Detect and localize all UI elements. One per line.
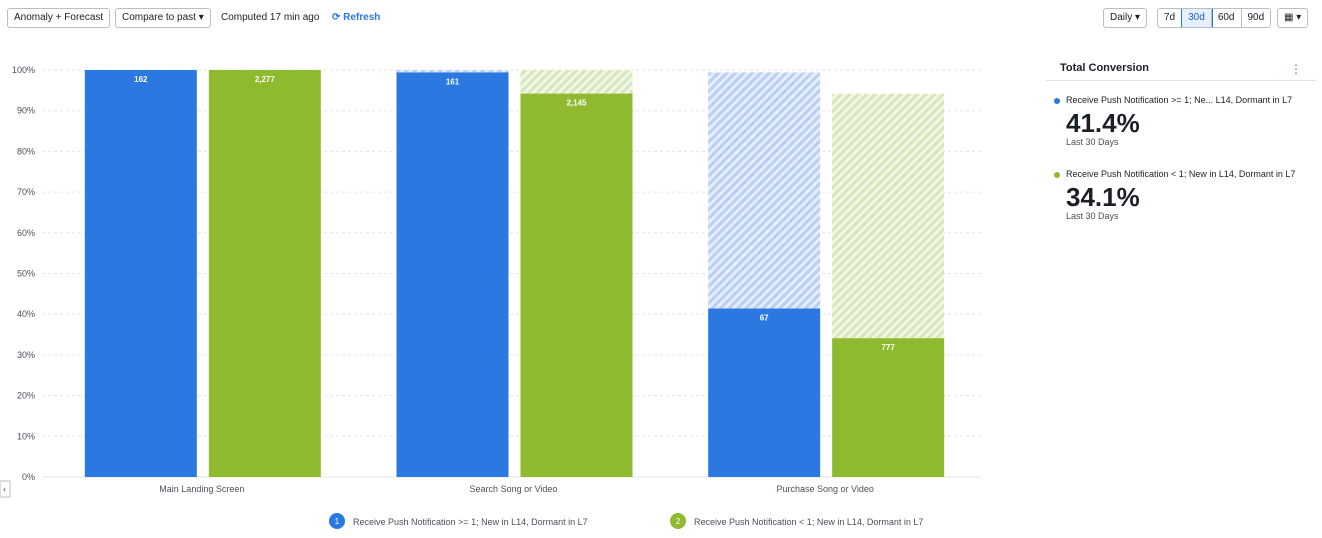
y-tick-label: 30% — [17, 350, 35, 360]
range-button[interactable]: 7d — [1158, 9, 1183, 27]
range-button[interactable]: 60d — [1212, 9, 1242, 27]
x-tick-label: Purchase Song or Video — [776, 484, 873, 494]
range-button[interactable]: 90d — [1247, 12, 1265, 23]
drop-off-bar — [708, 72, 821, 309]
drop-off-bar — [832, 93, 945, 339]
summary-label: Receive Push Notification >= 1; Ne... L1… — [1066, 95, 1293, 105]
x-tick-label: Main Landing Screen — [159, 484, 244, 494]
range-button[interactable]: 30d — [1181, 9, 1213, 27]
legend-dot — [1054, 98, 1060, 104]
summary-value: 41.4% — [1066, 108, 1140, 138]
legend-marker — [670, 513, 686, 529]
summary-period: Last 30 Days — [1066, 137, 1119, 147]
interval-label: Daily — [1110, 12, 1133, 23]
y-tick-label: 10% — [17, 431, 35, 441]
mode-button[interactable]: Anomaly + Forecast — [7, 8, 111, 28]
y-tick-label: 60% — [17, 228, 35, 238]
summary-title: Total Conversion — [1046, 56, 1316, 81]
y-tick-label: 90% — [17, 106, 35, 116]
refresh-button[interactable]: ⟳ Refresh — [332, 12, 381, 23]
summary-items: Receive Push Notification >= 1; Ne... L1… — [1046, 95, 1316, 221]
bar — [708, 308, 821, 477]
compare-button[interactable]: Compare to past ▾ — [115, 8, 211, 28]
refresh-label: Refresh — [343, 12, 381, 23]
data-label: 2,277 — [255, 75, 276, 84]
bar — [208, 70, 321, 477]
menu-button[interactable]: ⋮ — [1290, 62, 1302, 76]
y-tick-label: 40% — [17, 309, 35, 319]
range-group: 7d 30d 60d 90d — [1157, 8, 1272, 28]
computed-text: Computed 17 min ago — [221, 12, 320, 23]
y-tick-label: 80% — [17, 146, 35, 156]
data-label: 777 — [881, 343, 895, 352]
interval-button[interactable]: Daily ▾ — [1103, 8, 1148, 28]
legend-dot — [1054, 172, 1060, 178]
legend-marker — [329, 513, 345, 529]
y-tick-label: 100% — [12, 65, 35, 75]
bar — [396, 72, 509, 477]
y-tick-label: 50% — [17, 269, 35, 279]
summary-item: Receive Push Notification < 1; New in L1… — [1046, 169, 1316, 221]
data-label: 161 — [446, 77, 460, 86]
data-label: 162 — [134, 75, 148, 84]
chart: ‹ 0% 10% 20% 30% 40% 50% 60% 70% 80% 90% 100% Main … — [0, 65, 981, 529]
summary-item: Receive Push Notification >= 1; Ne... L1… — [1046, 95, 1316, 147]
y-tick-label: 70% — [17, 187, 35, 197]
bar — [84, 70, 197, 477]
y-tick-label: 20% — [17, 391, 35, 401]
legend-label: Receive Push Notification >= 1; New in L… — [353, 517, 588, 527]
x-tick-label: Search Song or Video — [470, 484, 558, 494]
data-label: 67 — [760, 314, 769, 323]
calendar-button[interactable]: ▦ ▾ — [1277, 8, 1309, 28]
summary-period: Last 30 Days — [1066, 211, 1119, 221]
collapse-button[interactable] — [0, 480, 11, 498]
data-label: 2,145 — [566, 99, 587, 108]
drop-off-bar — [520, 70, 633, 94]
summary-panel: Total Conversion ⋮ Receive Push Notifica… — [1046, 56, 1316, 221]
bar — [520, 93, 633, 477]
summary-label: Receive Push Notification < 1; New in L1… — [1066, 169, 1296, 179]
y-tick-label: 0% — [22, 472, 35, 482]
legend-marker-label: 1 — [335, 517, 340, 526]
compare-label: Compare to past — [122, 12, 196, 23]
legend-marker-label: 2 — [676, 517, 681, 526]
bar — [832, 338, 945, 477]
summary-value: 34.1% — [1066, 182, 1140, 212]
drop-off-bar — [396, 70, 509, 73]
collapse-icon: ‹ — [3, 484, 6, 494]
legend-label: Receive Push Notification < 1; New in L1… — [694, 517, 923, 527]
